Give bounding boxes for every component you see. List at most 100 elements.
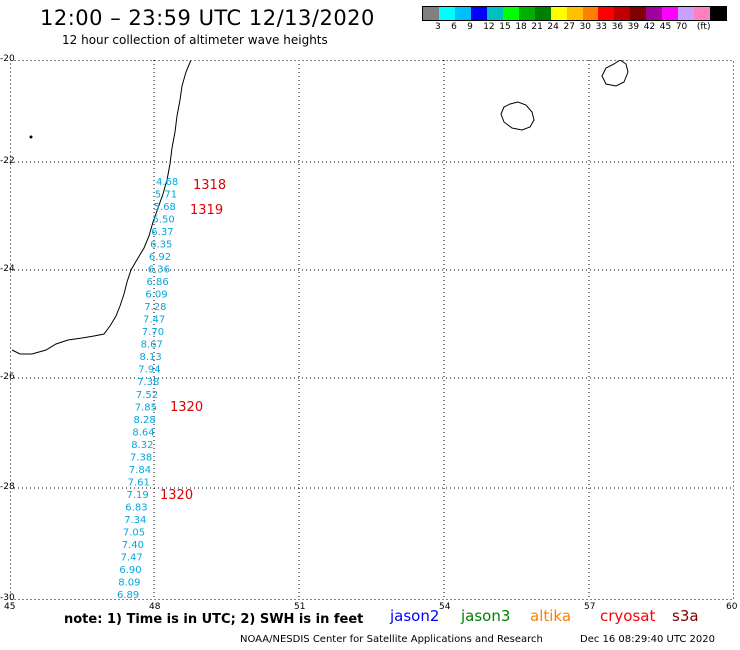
- legend-swatch: [423, 7, 439, 20]
- wave-height-value: 7.19: [127, 490, 149, 501]
- wave-height-value: 7.52: [136, 390, 158, 401]
- wave-height-value: 5.68: [154, 202, 176, 213]
- map-subtitle: 12 hour collection of altimeter wave hei…: [62, 33, 328, 47]
- graticule: [10, 60, 734, 600]
- sat-jason2-label: jason2: [390, 607, 440, 625]
- track-time-labels: 1318 1319 1320 1320: [160, 178, 226, 503]
- legend-swatch: [630, 7, 647, 20]
- wave-height-value: 7.94: [138, 365, 160, 376]
- legend-label: 36: [611, 22, 624, 32]
- legend-swatch: [582, 7, 599, 20]
- wave-height-value: 5.71: [155, 190, 177, 201]
- legend-swatch: [518, 7, 535, 20]
- legend-label: 33: [595, 22, 608, 32]
- legend-swatch: [470, 7, 487, 20]
- wave-height-value: 7.40: [122, 540, 144, 551]
- wave-height-value: 6.36: [148, 265, 170, 276]
- wave-height-value: 7.47: [143, 315, 165, 326]
- lat-label: -30: [0, 593, 15, 603]
- wave-height-value: 8.32: [131, 440, 153, 451]
- wave-height-value: 6.09: [145, 290, 167, 301]
- lat-label: -28: [0, 482, 15, 492]
- legend-swatch: [710, 7, 727, 20]
- legend-label: 21: [531, 22, 543, 32]
- wave-height-value: 6.89: [117, 590, 139, 600]
- legend-label: 6: [451, 22, 457, 32]
- legend-label: 15: [499, 22, 511, 32]
- lat-label: -22: [0, 156, 15, 166]
- legend-label: 12: [483, 22, 495, 32]
- credit-footer: NOAA/NESDIS Center for Satellite Applica…: [240, 634, 543, 645]
- wave-height-value: 8.13: [140, 352, 162, 363]
- wave-height-value: 6.92: [149, 252, 171, 263]
- wave-height-value: 8.28: [134, 415, 156, 426]
- wave-height-value: 7.28: [144, 302, 166, 313]
- wave-height-value: 6.83: [125, 502, 147, 513]
- wave-height-value: 7.47: [121, 553, 143, 564]
- legend-label: 18: [515, 22, 527, 32]
- lat-label: -26: [0, 372, 15, 382]
- lon-label: 45: [4, 602, 16, 612]
- legend-label: 42: [643, 22, 656, 32]
- track-time-label: 1320: [160, 488, 193, 503]
- track-time-label: 1320: [170, 400, 203, 415]
- wave-height-value: 7.05: [123, 527, 145, 538]
- units-note: note: 1) Time is in UTC; 2) SWH is in fe…: [64, 612, 364, 627]
- legend-swatch: [486, 7, 503, 20]
- generated-timestamp: Dec 16 08:29:40 UTC 2020: [580, 634, 715, 645]
- sat-cryosat-label: cryosat: [600, 607, 656, 625]
- legend-label: 24: [547, 22, 559, 32]
- map-frame: [10, 60, 734, 600]
- wave-height-value: 5.50: [153, 215, 175, 226]
- legend-swatch: [646, 7, 663, 20]
- wave-height-value: 8.64: [132, 427, 154, 438]
- legend-label: 9: [467, 22, 473, 32]
- madagascar-coastline: [11, 60, 192, 355]
- legend-swatch: [454, 7, 471, 20]
- legend-label: 39: [627, 22, 640, 32]
- track-time-label: 1319: [190, 203, 223, 218]
- reunion-island: [500, 101, 535, 131]
- wave-height-value: 7.84: [129, 465, 151, 476]
- legend-swatch: [566, 7, 583, 20]
- wave-height-value: 7.34: [124, 515, 146, 526]
- lat-label: -20: [0, 54, 15, 64]
- wave-height-value: 7.38: [137, 377, 159, 388]
- lon-label: 51: [294, 602, 306, 612]
- legend-swatch: [534, 7, 551, 20]
- sat-s3a-label: s3a: [672, 607, 699, 625]
- lon-label: 57: [584, 602, 596, 612]
- lon-label: 60: [726, 602, 738, 612]
- color-scale-labels: 3 6 9 12 15 18 21 24 27 30 33 36 39 42 45 70 (ft): [422, 22, 740, 34]
- altimeter-map: 4.68 5.715.68 5.506.37 6.356.92 6.366.86 6.09…: [10, 60, 734, 600]
- lat-label: -24: [0, 264, 15, 274]
- lon-label: 48: [149, 602, 161, 612]
- wave-height-value: 6.37: [151, 227, 173, 238]
- lon-label: 54: [439, 602, 451, 612]
- track-time-label: 1318: [193, 178, 226, 193]
- sat-jason3-label: jason3: [461, 607, 511, 625]
- wave-height-value: 6.35: [150, 240, 172, 251]
- wave-height-value: 4.68: [156, 177, 178, 188]
- legend-swatch: [662, 7, 679, 20]
- altimeter-track: 4.68 5.715.68 5.506.37 6.356.92 6.366.86 6.09…: [117, 177, 178, 600]
- legend-label: 45: [659, 22, 672, 32]
- wave-height-value: 6.90: [119, 565, 141, 576]
- legend-swatch: [550, 7, 567, 20]
- mauritius-island: [601, 60, 629, 87]
- wave-height-value: 7.61: [128, 477, 150, 488]
- wave-height-value: 7.70: [142, 327, 164, 338]
- legend-swatch: [598, 7, 615, 20]
- legend-swatch: [694, 7, 711, 20]
- legend-swatch: [438, 7, 455, 20]
- legend-label: 30: [579, 22, 591, 32]
- legend-swatch: [678, 7, 695, 20]
- legend-label: (ft): [696, 22, 711, 32]
- sat-altika-label: altika: [530, 607, 572, 625]
- wave-height-value: 7.38: [130, 452, 152, 463]
- wave-height-value: 6.86: [147, 277, 169, 288]
- legend-label: 70: [675, 22, 688, 32]
- wave-height-value: 8.09: [118, 578, 140, 589]
- legend-label: 27: [563, 22, 575, 32]
- map-title: 12:00 – 23:59 UTC 12/13/2020: [40, 6, 375, 30]
